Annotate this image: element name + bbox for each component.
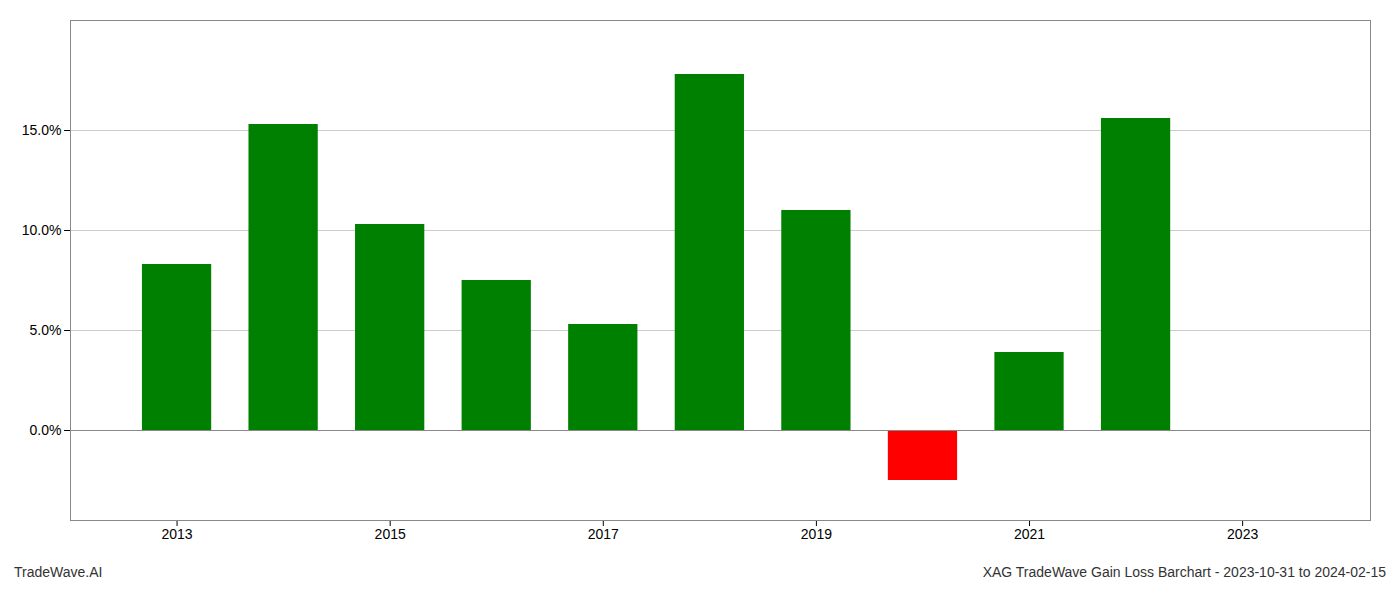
svg-text:15.0%: 15.0%: [22, 122, 62, 138]
html-text:TradeWave.AI: TradeWave.AI: [14, 564, 103, 580]
html-text:XAG TradeWave Gain Loss Barcha: XAG TradeWave Gain Loss Barchart - 2023-…: [982, 564, 1386, 580]
svg-text:2015: 2015: [375, 526, 406, 542]
svg-text:2017: 2017: [588, 526, 619, 542]
svg-text:2019: 2019: [801, 526, 832, 542]
svg-text:2023: 2023: [1227, 526, 1258, 542]
svg-text:2021: 2021: [1014, 526, 1045, 542]
svg-text:5.0%: 5.0%: [30, 322, 62, 338]
svg-text:10.0%: 10.0%: [22, 222, 62, 238]
svg-text:0.0%: 0.0%: [30, 422, 62, 438]
svg-text:2013: 2013: [161, 526, 192, 542]
